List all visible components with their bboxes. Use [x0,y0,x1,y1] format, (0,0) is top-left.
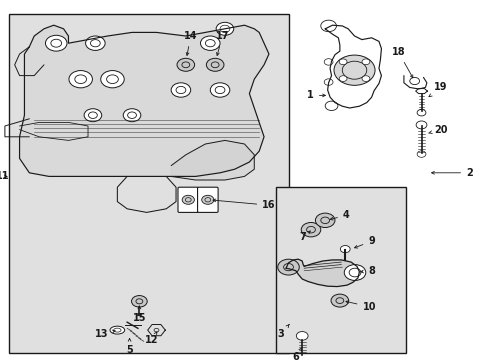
Circle shape [361,76,369,81]
Text: 8: 8 [360,266,374,276]
Polygon shape [285,259,359,287]
Text: 12: 12 [144,332,158,345]
Circle shape [123,109,141,122]
Circle shape [330,294,348,307]
Circle shape [301,222,320,237]
Text: 17: 17 [215,31,229,55]
Text: 13: 13 [94,329,115,339]
Circle shape [101,71,124,88]
Ellipse shape [110,326,124,334]
Circle shape [324,59,332,65]
Circle shape [177,58,194,71]
FancyBboxPatch shape [197,187,218,212]
Ellipse shape [137,314,142,316]
Circle shape [409,77,419,85]
Text: 3: 3 [277,324,288,339]
Circle shape [339,59,346,65]
Circle shape [344,265,365,280]
Circle shape [131,296,147,307]
Bar [9,14,288,353]
Text: 7: 7 [299,231,310,242]
Circle shape [324,79,332,85]
Text: 20: 20 [428,125,447,135]
Circle shape [296,332,307,340]
Circle shape [333,55,374,85]
Text: 9: 9 [354,236,374,248]
Ellipse shape [182,195,194,204]
Circle shape [216,22,233,35]
Polygon shape [325,25,381,108]
Text: 14: 14 [183,31,197,55]
Circle shape [340,246,349,253]
Circle shape [84,109,102,122]
Circle shape [415,121,426,129]
Text: 1: 1 [306,90,325,100]
Circle shape [315,213,334,228]
Text: 2: 2 [431,168,472,178]
Circle shape [416,151,425,157]
Text: 5: 5 [126,338,133,355]
Circle shape [320,20,336,32]
Text: 4: 4 [329,210,349,220]
Polygon shape [20,25,268,176]
Circle shape [200,36,220,50]
Bar [276,187,405,353]
Circle shape [210,83,229,97]
Text: 16: 16 [213,199,275,210]
Circle shape [171,83,190,97]
Circle shape [277,259,299,275]
Text: 15: 15 [132,306,146,323]
Text: 10: 10 [345,301,375,312]
Circle shape [69,71,92,88]
Circle shape [206,58,224,71]
Circle shape [361,59,369,65]
Circle shape [416,109,425,116]
Circle shape [85,36,105,50]
Text: 18: 18 [391,47,412,78]
Text: 6: 6 [291,348,301,360]
Text: 19: 19 [428,82,447,97]
Polygon shape [171,140,254,180]
FancyBboxPatch shape [178,187,198,212]
Circle shape [45,35,67,51]
Text: 11: 11 [0,171,9,181]
Circle shape [325,101,337,111]
Circle shape [339,76,346,81]
Ellipse shape [201,195,214,204]
